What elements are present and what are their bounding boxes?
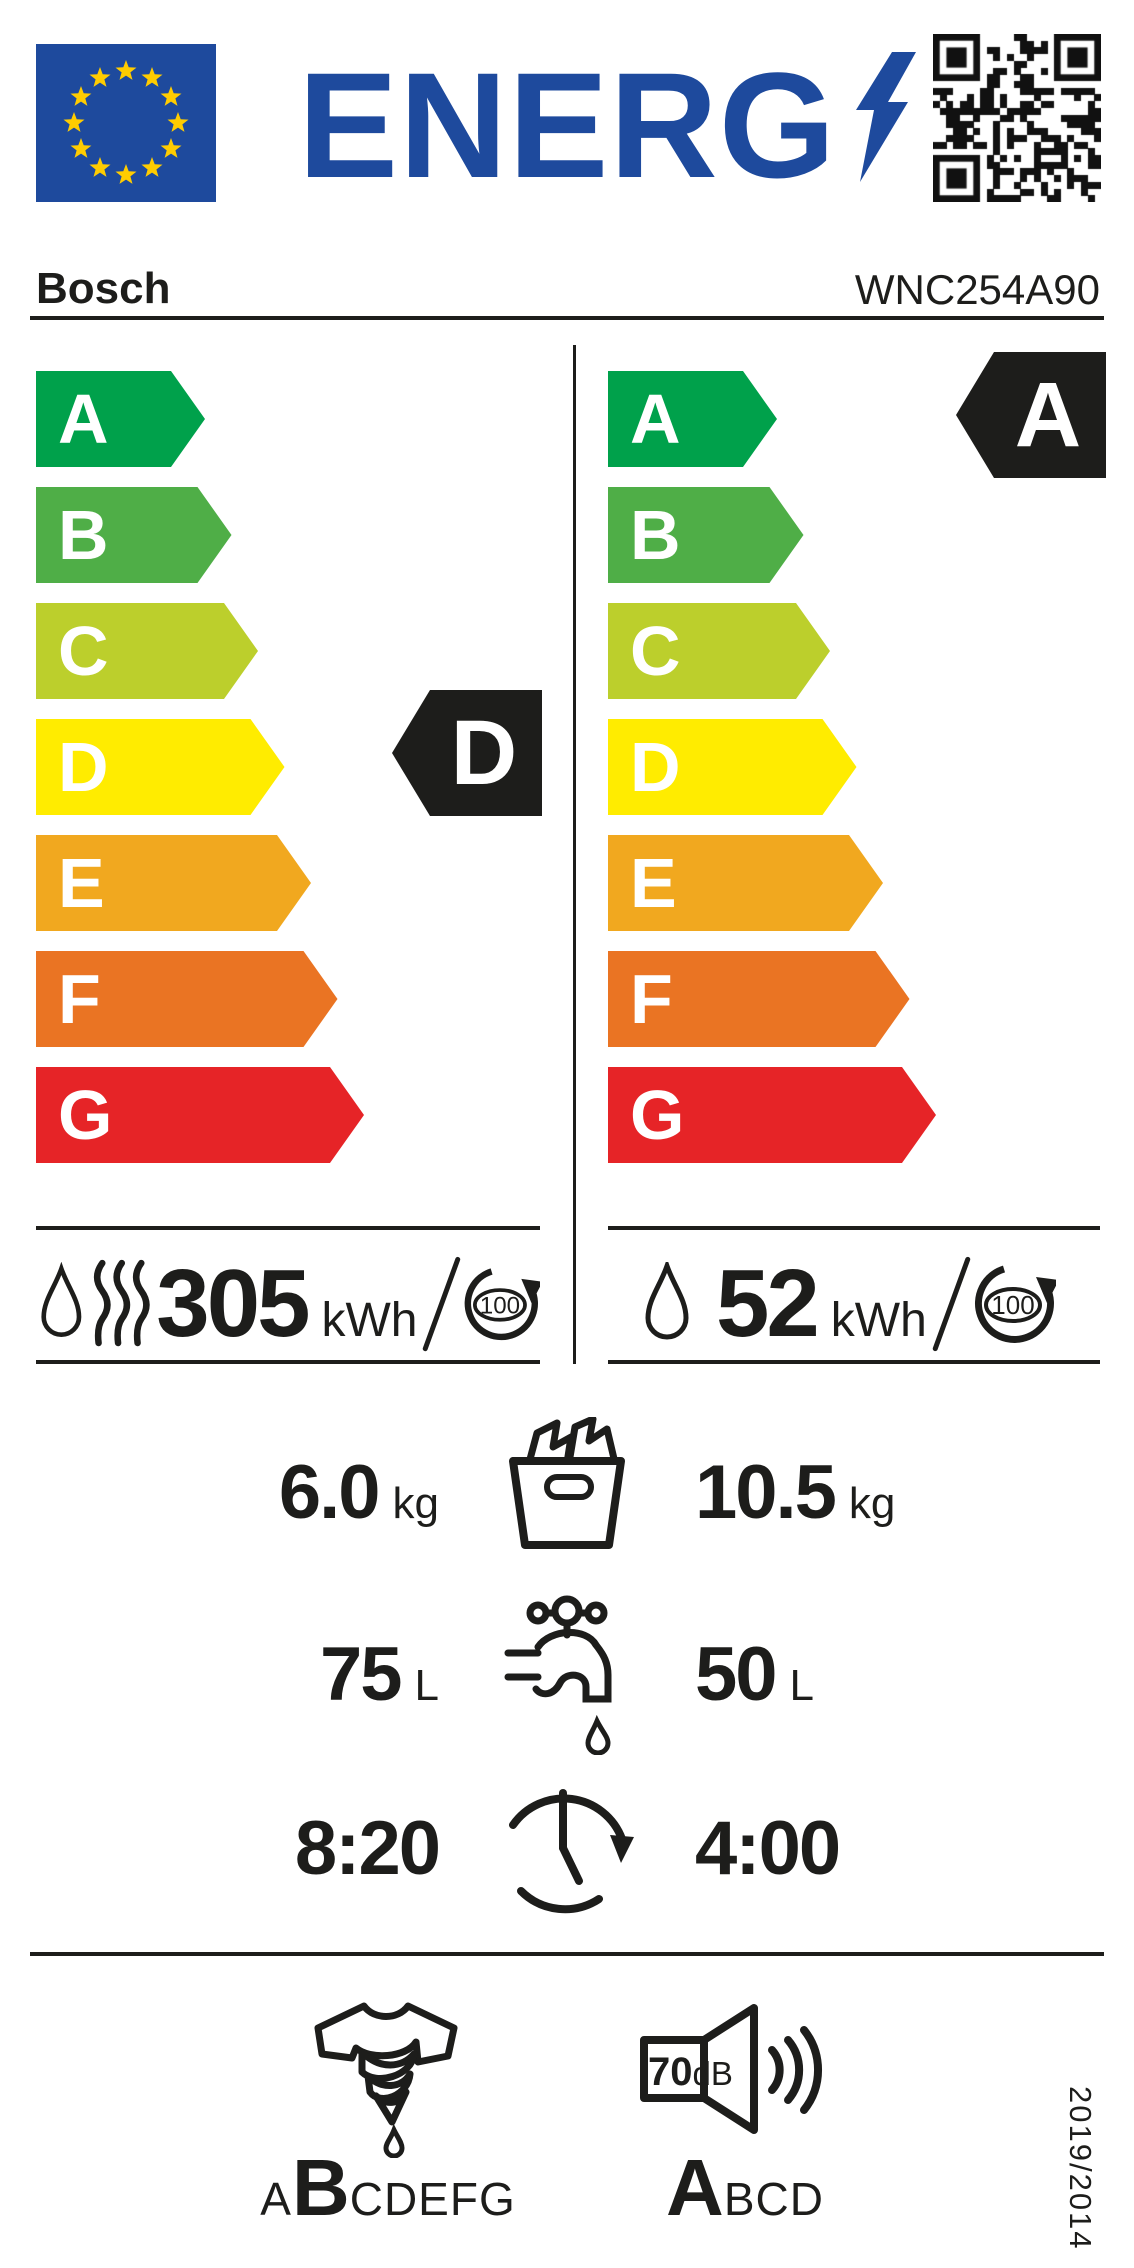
- capacity-complete-unit: kg: [392, 1478, 439, 1528]
- regulation-number: 2019/2014: [1063, 2086, 1098, 2251]
- per-100-cycles-icon: 100: [974, 1265, 1056, 1343]
- water-complete-value: 75: [319, 1632, 403, 1717]
- water-drop-icon: [41, 1262, 82, 1337]
- class-arrow-a: A: [608, 371, 777, 467]
- class-letter: F: [630, 960, 673, 1038]
- class-arrow-b: B: [608, 487, 804, 583]
- noise-level: 70dB: [648, 2050, 733, 2095]
- class-arrow-d: D: [608, 719, 857, 815]
- speaker-icon: [640, 2004, 822, 2134]
- class-letter: C: [58, 612, 109, 690]
- class-letter: G: [58, 1076, 113, 1154]
- duration-complete-value: 8:20: [294, 1805, 441, 1891]
- class-arrow-f: F: [36, 951, 338, 1047]
- bottom-section-divider: [30, 1952, 1104, 1956]
- noise-value: 70: [648, 2050, 693, 2094]
- qr-code: [933, 34, 1101, 202]
- class-arrow-g: G: [608, 1067, 936, 1163]
- class-letter: C: [630, 612, 681, 690]
- class-letter: D: [630, 728, 681, 806]
- wash-rating-letter: A: [1014, 363, 1082, 466]
- class-letter: E: [630, 844, 677, 922]
- energy-unit-complete: kWh: [321, 1294, 418, 1347]
- model-number: WNC254A90: [854, 266, 1100, 313]
- combined-rating-letter: D: [450, 701, 518, 804]
- class-arrow-c: C: [608, 603, 830, 699]
- class-arrow-c: C: [36, 603, 258, 699]
- class-letter: F: [58, 960, 101, 1038]
- water-wash-unit: L: [789, 1661, 815, 1710]
- class-arrow-e: E: [36, 835, 311, 931]
- class-arrow-d: D: [36, 719, 285, 815]
- energy-value-wash: 52: [716, 1250, 820, 1357]
- energ-logo-text: ENERG: [298, 41, 837, 209]
- left-upper-rule: [36, 1226, 540, 1230]
- cycles-count: 100: [991, 1290, 1034, 1320]
- energy-consumption-complete-cycle: 305 kWh 100: [40, 1248, 540, 1360]
- per-slash: [422, 1256, 462, 1352]
- spin-class-rated: B: [291, 2143, 350, 2232]
- class-arrow-b: B: [36, 487, 232, 583]
- class-arrow-a: A: [36, 371, 205, 467]
- water-drop-icon: [645, 1262, 689, 1340]
- spin-class-prefix: A: [260, 2173, 292, 2225]
- cycles-count: 100: [480, 1292, 520, 1319]
- water-complete-unit: L: [414, 1661, 439, 1710]
- class-letter: B: [58, 496, 109, 574]
- spin-class-scale: ABCDEFG: [238, 2146, 538, 2253]
- energy-unit-wash: kWh: [830, 1294, 927, 1347]
- heat-waves-icon: [93, 1259, 150, 1347]
- class-arrow-e: E: [608, 835, 883, 931]
- laundry-basket-icon: [509, 1417, 625, 1549]
- capacity-row: 6.0 kg 10.5 kg: [109, 1412, 1025, 1572]
- header-divider: [30, 316, 1104, 320]
- energy-value-complete: 305: [156, 1250, 310, 1357]
- per-100-cycles-icon: 100: [464, 1268, 540, 1341]
- class-letter: B: [630, 496, 681, 574]
- duration-wash-value: 4:00: [695, 1805, 841, 1891]
- clock-icon: [509, 1789, 634, 1914]
- capacity-wash-unit: kg: [848, 1478, 896, 1528]
- water-tap-icon: [504, 1595, 612, 1755]
- lightning-bolt-icon: [856, 52, 916, 182]
- duration-row: 8:20 4:00: [109, 1768, 1025, 1928]
- brand-name: Bosch: [36, 264, 171, 313]
- class-letter: A: [630, 380, 681, 458]
- water-row: 75 L 50 L: [109, 1592, 1025, 1757]
- column-divider: [573, 345, 576, 1364]
- class-letter: G: [630, 1076, 685, 1154]
- noise-class-suffix: BCD: [723, 2173, 824, 2225]
- noise-class-rated: A: [666, 2143, 724, 2232]
- water-wash-value: 50: [695, 1632, 778, 1717]
- capacity-complete-value: 6.0: [278, 1449, 381, 1535]
- spin-dry-icon: [314, 2002, 458, 2158]
- capacity-wash-value: 10.5: [695, 1449, 837, 1535]
- class-letter: E: [58, 844, 105, 922]
- spin-class-suffix: CDEFG: [349, 2173, 516, 2225]
- right-upper-rule: [608, 1226, 1100, 1230]
- right-lower-rule: [608, 1360, 1100, 1364]
- class-letter: D: [58, 728, 109, 806]
- energy-consumption-wash-cycle: 52 kWh 100: [644, 1248, 1104, 1360]
- left-lower-rule: [36, 1360, 540, 1364]
- noise-class-scale: ABCD: [640, 2146, 850, 2253]
- class-letter: A: [58, 380, 109, 458]
- class-arrow-g: G: [36, 1067, 364, 1163]
- class-arrow-f: F: [608, 951, 910, 1047]
- noise-unit: dB: [692, 2055, 733, 2092]
- per-slash: [931, 1256, 971, 1352]
- eu-flag: [36, 44, 216, 202]
- sound-waves-icon: [768, 2026, 822, 2114]
